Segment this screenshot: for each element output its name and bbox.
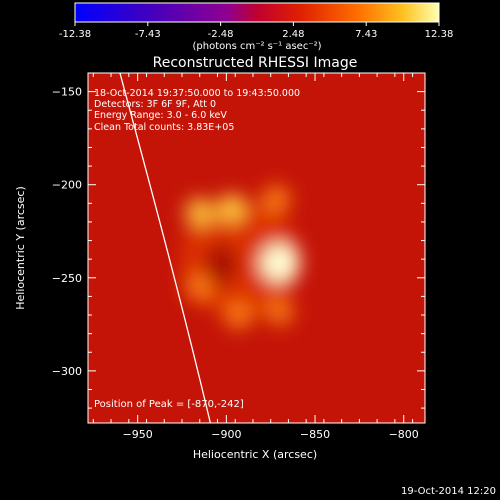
x-tick-label: −900 — [211, 428, 241, 441]
colorbar-ticks: -12.38 -7.43 -2.48 2.48 7.43 12.38 — [59, 22, 453, 40]
x-axis-label: Heliocentric X (arcsec) — [193, 448, 317, 461]
colorbar-tick-label: 2.48 — [282, 29, 304, 40]
source-blob — [264, 296, 295, 327]
solar-limb-curve — [119, 73, 212, 423]
observation-info: 18-Oct-2014 19:37:50.000 to 19:43:50.000… — [94, 88, 300, 133]
x-tick-label: −800 — [389, 428, 419, 441]
heatmap-plot-area: −950 −900 −850 −800 −150 −200 −250 −300 — [52, 72, 426, 441]
colorbar-gradient — [74, 2, 440, 23]
footer-date: 19-Oct-2014 12:20 — [401, 486, 496, 497]
axis-ticks: −950 −900 −850 −800 −150 −200 −250 −300 — [52, 72, 425, 441]
x-tick-label: −850 — [300, 428, 330, 441]
info-time-range: 18-Oct-2014 19:37:50.000 to 19:43:50.000 — [94, 88, 300, 99]
source-blob — [223, 300, 254, 331]
info-clean-counts: Clean Total counts: 3.83E+05 — [94, 122, 234, 133]
emission-sources — [180, 184, 301, 331]
y-tick-label: −150 — [52, 86, 82, 99]
source-blob — [259, 242, 300, 283]
info-energy-range: Energy Range: 3.0 - 6.0 keV — [94, 110, 227, 121]
y-axis-label: Heliocentric Y (arcsec) — [14, 186, 27, 310]
colorbar-tick-label: -12.38 — [59, 29, 91, 40]
y-tick-label: −250 — [52, 272, 82, 285]
colorbar-tick-label: -2.48 — [208, 29, 234, 40]
colorbar-tick-label: 7.43 — [355, 29, 377, 40]
x-tick-label: −950 — [123, 428, 153, 441]
source-ring-hole — [205, 242, 238, 287]
info-detectors: Detectors: 3F 6F 9F, Att 0 — [94, 99, 216, 110]
colorbar-tick-label: -7.43 — [135, 29, 161, 40]
colorbar-units-label: (photons cm⁻² s⁻¹ asec⁻²) — [192, 41, 321, 52]
source-blur-group — [180, 184, 301, 331]
source-blob — [216, 193, 247, 224]
peak-position-label: Position of Peak = [-870,-242] — [94, 399, 244, 410]
plot-frame — [87, 72, 426, 424]
y-tick-label: −300 — [52, 365, 82, 378]
chart-title: Reconstructed RHESSI Image — [153, 55, 358, 71]
colorbar: -12.38 -7.43 -2.48 2.48 7.43 12.38 (photons c… — [59, 2, 453, 52]
colorbar-tick-label: 12.38 — [425, 29, 454, 40]
source-blob — [184, 272, 215, 303]
source-blob — [261, 184, 292, 215]
y-tick-label: −200 — [52, 179, 82, 192]
source-blob — [184, 197, 215, 228]
